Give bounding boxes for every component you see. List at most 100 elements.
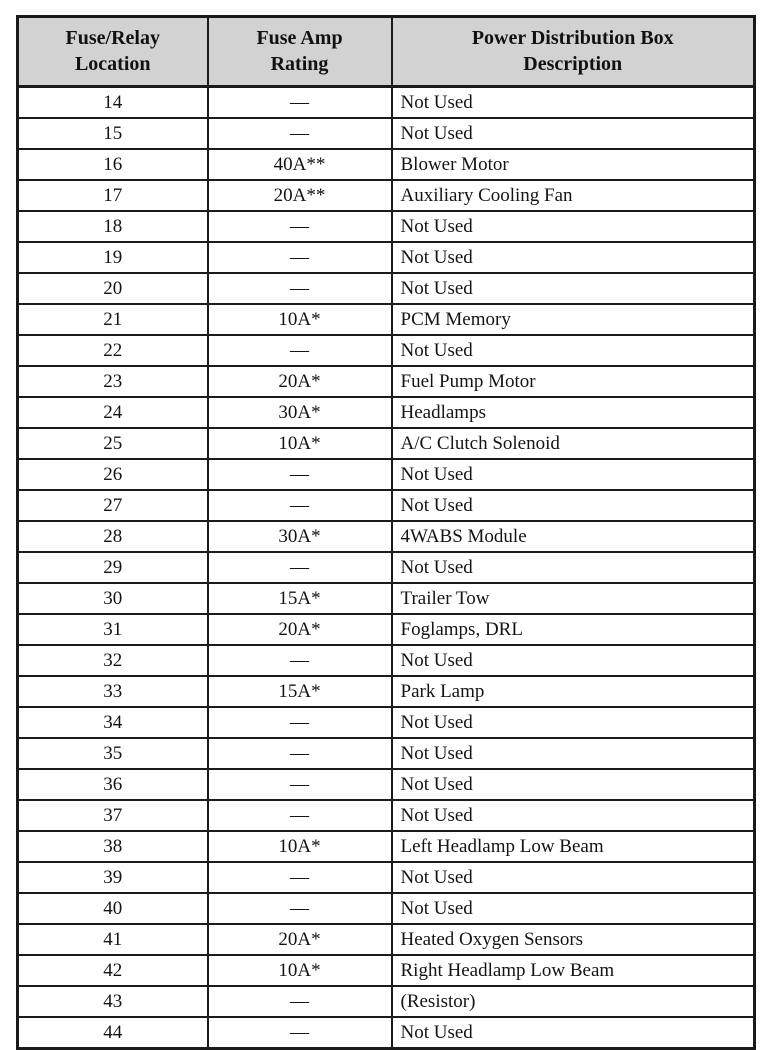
cell-fuse-amp-rating: —	[207, 645, 393, 677]
page-root: Fuse/Relay Location Fuse Amp Rating Powe…	[16, 15, 756, 1050]
cell-fuse-amp-rating: 10A*	[207, 955, 393, 987]
table-row: 31 20A* Foglamps, DRL	[17, 614, 755, 646]
cell-power-distribution-box-description: Not Used	[391, 862, 755, 894]
cell-power-distribution-box-description: Not Used	[391, 552, 755, 584]
table-body: 14— Not Used 15— Not Used 16 40A** Blower Moto…	[17, 86, 755, 1049]
table-row: 19— Not Used	[17, 242, 755, 274]
cell-fuse-relay-location: 28	[17, 521, 209, 553]
cell-fuse-relay-location: 41	[17, 924, 209, 956]
cell-fuse-relay-location: 33	[17, 676, 209, 708]
cell-power-distribution-box-description: Park Lamp	[391, 676, 755, 708]
table-row: 18— Not Used	[17, 211, 755, 243]
cell-fuse-amp-rating: —	[207, 273, 393, 305]
cell-fuse-relay-location: 38	[17, 831, 209, 863]
cell-power-distribution-box-description: Not Used	[391, 242, 755, 274]
cell-fuse-amp-rating: —	[207, 490, 393, 522]
cell-fuse-amp-rating: 10A*	[207, 831, 393, 863]
cell-fuse-amp-rating: —	[207, 800, 393, 832]
cell-fuse-relay-location: 19	[17, 242, 209, 274]
cell-power-distribution-box-description: Not Used	[391, 211, 755, 243]
cell-power-distribution-box-description: Right Headlamp Low Beam	[391, 955, 755, 987]
table-row: 28 30A* 4WABS Module	[17, 521, 755, 553]
cell-fuse-amp-rating: 10A*	[207, 304, 393, 336]
cell-fuse-relay-location: 22	[17, 335, 209, 367]
cell-fuse-amp-rating: —	[207, 986, 393, 1018]
cell-fuse-amp-rating: —	[207, 862, 393, 894]
cell-power-distribution-box-description: Not Used	[391, 459, 755, 491]
table-row: 16 40A** Blower Motor	[17, 149, 755, 181]
cell-power-distribution-box-description: Not Used	[391, 893, 755, 925]
cell-power-distribution-box-description: A/C Clutch Solenoid	[391, 428, 755, 460]
table-row: 41 20A* Heated Oxygen Sensors	[17, 924, 755, 956]
cell-fuse-relay-location: 44	[17, 1017, 209, 1049]
cell-fuse-relay-location: 35	[17, 738, 209, 770]
table-row: 40— Not Used	[17, 893, 755, 925]
cell-power-distribution-box-description: Not Used	[391, 769, 755, 801]
cell-fuse-relay-location: 36	[17, 769, 209, 801]
table-header-row: Fuse/Relay Location Fuse Amp Rating Powe…	[17, 16, 755, 88]
column-header-fuse-relay-location: Fuse/Relay Location	[17, 16, 209, 88]
cell-fuse-relay-location: 42	[17, 955, 209, 987]
cell-fuse-relay-location: 43	[17, 986, 209, 1018]
cell-power-distribution-box-description: Headlamps	[391, 397, 755, 429]
table-row: 29— Not Used	[17, 552, 755, 584]
table-row: 30 15A* Trailer Tow	[17, 583, 755, 615]
table-row: 32— Not Used	[17, 645, 755, 677]
cell-fuse-relay-location: 31	[17, 614, 209, 646]
cell-power-distribution-box-description: Not Used	[391, 86, 755, 119]
cell-fuse-amp-rating: 10A*	[207, 428, 393, 460]
cell-power-distribution-box-description: Not Used	[391, 490, 755, 522]
table-row: 34— Not Used	[17, 707, 755, 739]
cell-fuse-relay-location: 39	[17, 862, 209, 894]
cell-power-distribution-box-description: (Resistor)	[391, 986, 755, 1018]
table-row: 33 15A* Park Lamp	[17, 676, 755, 708]
cell-fuse-amp-rating: 15A*	[207, 583, 393, 615]
cell-fuse-amp-rating: —	[207, 707, 393, 739]
cell-fuse-amp-rating: 20A*	[207, 924, 393, 956]
cell-fuse-relay-location: 14	[17, 86, 209, 119]
table-row: 27— Not Used	[17, 490, 755, 522]
column-header-power-distribution-box-description: Power Distribution Box Description	[391, 16, 755, 88]
cell-power-distribution-box-description: Not Used	[391, 800, 755, 832]
cell-fuse-amp-rating: —	[207, 242, 393, 274]
cell-power-distribution-box-description: Foglamps, DRL	[391, 614, 755, 646]
cell-power-distribution-box-description: Not Used	[391, 273, 755, 305]
table-row: 38 10A* Left Headlamp Low Beam	[17, 831, 755, 863]
cell-fuse-amp-rating: —	[207, 1017, 393, 1049]
cell-fuse-relay-location: 32	[17, 645, 209, 677]
table-row: 14— Not Used	[17, 86, 755, 119]
cell-power-distribution-box-description: Fuel Pump Motor	[391, 366, 755, 398]
cell-fuse-relay-location: 30	[17, 583, 209, 615]
cell-power-distribution-box-description: Heated Oxygen Sensors	[391, 924, 755, 956]
table-row: 17 20A** Auxiliary Cooling Fan	[17, 180, 755, 212]
cell-power-distribution-box-description: Not Used	[391, 118, 755, 150]
table-row: 22— Not Used	[17, 335, 755, 367]
column-header-fuse-amp-rating: Fuse Amp Rating	[207, 16, 393, 88]
table-row: 15— Not Used	[17, 118, 755, 150]
cell-power-distribution-box-description: Not Used	[391, 738, 755, 770]
cell-fuse-relay-location: 18	[17, 211, 209, 243]
table-row: 42 10A* Right Headlamp Low Beam	[17, 955, 755, 987]
cell-fuse-relay-location: 25	[17, 428, 209, 460]
cell-fuse-amp-rating: 20A*	[207, 614, 393, 646]
table-row: 43— (Resistor)	[17, 986, 755, 1018]
table-row: 21 10A* PCM Memory	[17, 304, 755, 336]
cell-fuse-amp-rating: —	[207, 459, 393, 491]
cell-fuse-amp-rating: 20A*	[207, 366, 393, 398]
cell-fuse-amp-rating: —	[207, 211, 393, 243]
cell-fuse-amp-rating: —	[207, 86, 393, 119]
cell-fuse-relay-location: 40	[17, 893, 209, 925]
cell-fuse-relay-location: 15	[17, 118, 209, 150]
cell-power-distribution-box-description: Trailer Tow	[391, 583, 755, 615]
cell-fuse-amp-rating: 30A*	[207, 521, 393, 553]
cell-power-distribution-box-description: Auxiliary Cooling Fan	[391, 180, 755, 212]
cell-fuse-relay-location: 34	[17, 707, 209, 739]
table-row: 35— Not Used	[17, 738, 755, 770]
cell-fuse-relay-location: 16	[17, 149, 209, 181]
table-row: 20— Not Used	[17, 273, 755, 305]
table-row: 25 10A* A/C Clutch Solenoid	[17, 428, 755, 460]
cell-fuse-relay-location: 17	[17, 180, 209, 212]
table-row: 39— Not Used	[17, 862, 755, 894]
table-row: 24 30A* Headlamps	[17, 397, 755, 429]
cell-fuse-relay-location: 23	[17, 366, 209, 398]
